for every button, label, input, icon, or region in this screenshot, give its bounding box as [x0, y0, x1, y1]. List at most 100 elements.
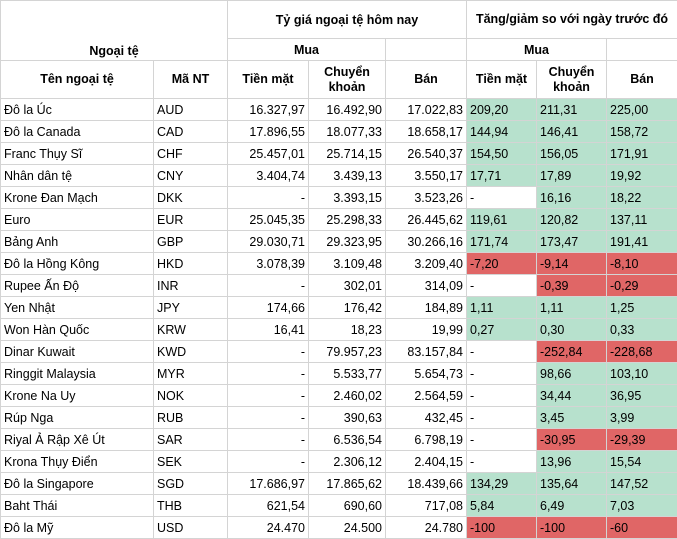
sell-cell: 3.209,40	[386, 253, 467, 275]
currency-name-cell: Rupee Ấn Độ	[1, 275, 154, 297]
currency-code-cell: SGD	[154, 473, 228, 495]
header-sell: Bán	[386, 61, 467, 99]
change-sell-cell: -29,39	[607, 429, 677, 451]
change-transfer-cell: -9,14	[537, 253, 607, 275]
change-sell-cell: 19,92	[607, 165, 677, 187]
change-cash-cell: 1,11	[467, 297, 537, 319]
cash-buy-cell: -	[228, 385, 309, 407]
currency-code-cell: CNY	[154, 165, 228, 187]
cash-buy-cell: 25.045,35	[228, 209, 309, 231]
change-cash-cell: -	[467, 187, 537, 209]
currency-name-cell: Đô la Úc	[1, 99, 154, 121]
change-sell-cell: 137,11	[607, 209, 677, 231]
header-name: Tên ngoại tệ	[1, 61, 154, 99]
change-cash-cell: -	[467, 451, 537, 473]
sell-cell: 2.404,15	[386, 451, 467, 473]
transfer-buy-cell: 18.077,33	[309, 121, 386, 143]
currency-code-cell: SEK	[154, 451, 228, 473]
cash-buy-cell: -	[228, 407, 309, 429]
currency-code-cell: JPY	[154, 297, 228, 319]
transfer-buy-cell: 3.393,15	[309, 187, 386, 209]
transfer-buy-cell: 690,60	[309, 495, 386, 517]
sell-cell: 26.445,62	[386, 209, 467, 231]
currency-code-cell: CAD	[154, 121, 228, 143]
transfer-buy-cell: 17.865,62	[309, 473, 386, 495]
transfer-buy-cell: 3.439,13	[309, 165, 386, 187]
header-currency-group: Ngoại tệ	[1, 1, 228, 61]
transfer-buy-cell: 176,42	[309, 297, 386, 319]
currency-name-cell: Krona Thụy Điển	[1, 451, 154, 473]
currency-name-cell: Yen Nhật	[1, 297, 154, 319]
change-cash-cell: 119,61	[467, 209, 537, 231]
header-today-buy: Mua	[228, 39, 386, 61]
change-sell-cell: -0,29	[607, 275, 677, 297]
sell-cell: 26.540,37	[386, 143, 467, 165]
transfer-buy-cell: 25.298,33	[309, 209, 386, 231]
change-cash-cell: 134,29	[467, 473, 537, 495]
currency-code-cell: NOK	[154, 385, 228, 407]
sell-cell: 2.564,59	[386, 385, 467, 407]
change-transfer-cell: 0,30	[537, 319, 607, 341]
cash-buy-cell: 17.896,55	[228, 121, 309, 143]
currency-code-cell: SAR	[154, 429, 228, 451]
change-sell-cell: 7,03	[607, 495, 677, 517]
change-transfer-cell: 173,47	[537, 231, 607, 253]
change-transfer-cell: 34,44	[537, 385, 607, 407]
change-sell-cell: 158,72	[607, 121, 677, 143]
currency-name-cell: Rúp Nga	[1, 407, 154, 429]
sell-cell: 19,99	[386, 319, 467, 341]
header-change-sell-blank	[607, 39, 677, 61]
currency-name-cell: Đô la Canada	[1, 121, 154, 143]
cash-buy-cell: 16.327,97	[228, 99, 309, 121]
transfer-buy-cell: 25.714,15	[309, 143, 386, 165]
header-change-vs-previous: Tăng/giảm so với ngày trước đó	[467, 1, 677, 39]
change-sell-cell: 171,91	[607, 143, 677, 165]
currency-name-cell: Nhân dân tệ	[1, 165, 154, 187]
sell-cell: 24.780	[386, 517, 467, 539]
cash-buy-cell: 24.470	[228, 517, 309, 539]
change-transfer-cell: -30,95	[537, 429, 607, 451]
currency-name-cell: Franc Thụy Sĩ	[1, 143, 154, 165]
sell-cell: 432,45	[386, 407, 467, 429]
change-transfer-cell: 17,89	[537, 165, 607, 187]
sell-cell: 18.439,66	[386, 473, 467, 495]
cash-buy-cell: 174,66	[228, 297, 309, 319]
change-cash-cell: -	[467, 363, 537, 385]
change-sell-cell: 36,95	[607, 385, 677, 407]
cash-buy-cell: 3.078,39	[228, 253, 309, 275]
transfer-buy-cell: 2.460,02	[309, 385, 386, 407]
transfer-buy-cell: 29.323,95	[309, 231, 386, 253]
currency-code-cell: THB	[154, 495, 228, 517]
transfer-buy-cell: 16.492,90	[309, 99, 386, 121]
header-transfer: Chuyển khoản	[309, 61, 386, 99]
currency-name-cell: Đô la Mỹ	[1, 517, 154, 539]
change-transfer-cell: 120,82	[537, 209, 607, 231]
transfer-buy-cell: 2.306,12	[309, 451, 386, 473]
header-code: Mã NT	[154, 61, 228, 99]
change-cash-cell: -	[467, 429, 537, 451]
currency-code-cell: CHF	[154, 143, 228, 165]
currency-name-cell: Riyal Ả Rập Xê Út	[1, 429, 154, 451]
sell-cell: 184,89	[386, 297, 467, 319]
change-cash-cell: -100	[467, 517, 537, 539]
change-transfer-cell: 16,16	[537, 187, 607, 209]
change-cash-cell: -	[467, 341, 537, 363]
header-cash: Tiền mặt	[228, 61, 309, 99]
sell-cell: 3.523,26	[386, 187, 467, 209]
change-transfer-cell: 1,11	[537, 297, 607, 319]
change-transfer-cell: -100	[537, 517, 607, 539]
currency-name-cell: Dinar Kuwait	[1, 341, 154, 363]
change-transfer-cell: 146,41	[537, 121, 607, 143]
change-cash-cell: -	[467, 275, 537, 297]
